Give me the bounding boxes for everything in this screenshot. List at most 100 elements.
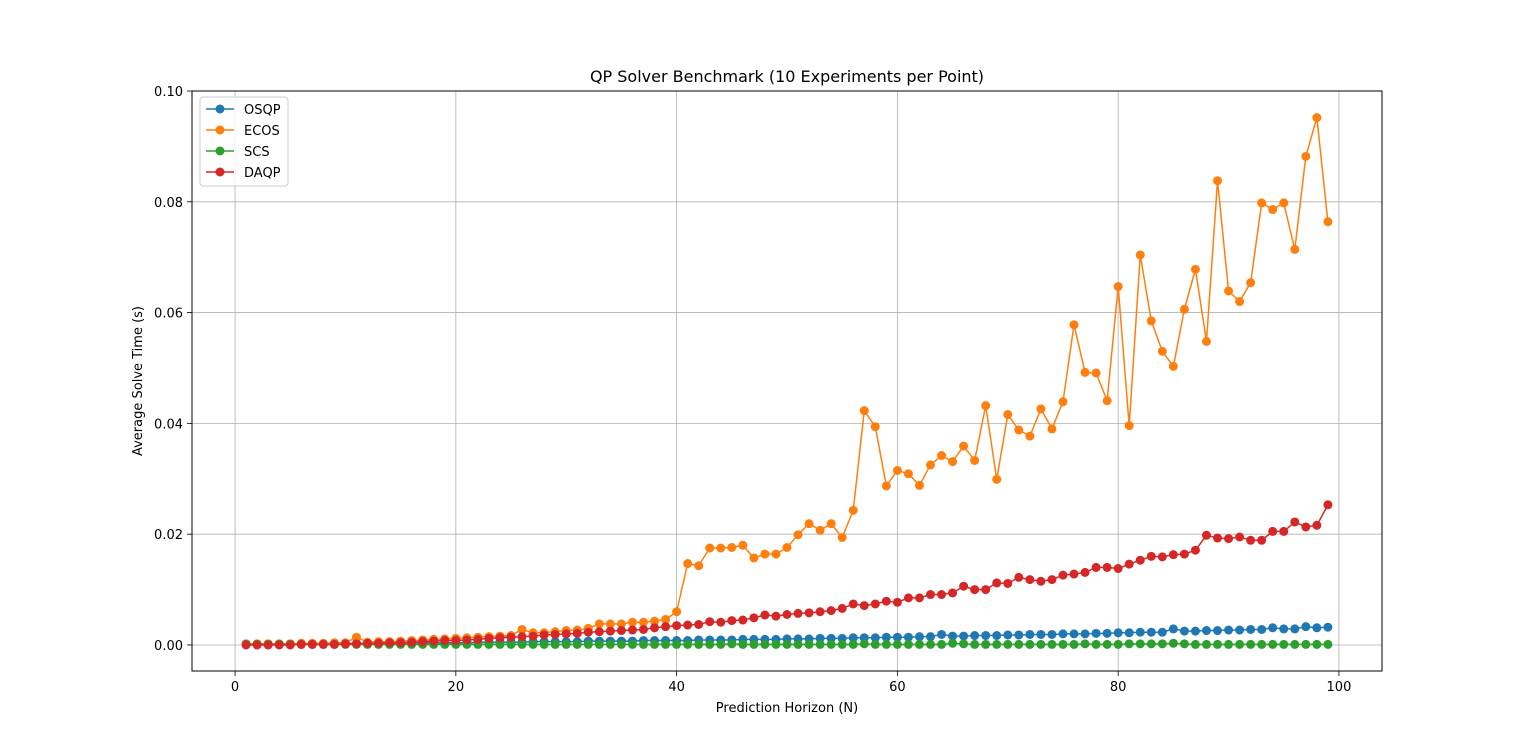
data-point-scs [1091, 639, 1101, 649]
data-point-scs [1312, 639, 1322, 649]
data-point-osqp [848, 633, 858, 643]
data-point-daqp [363, 638, 373, 648]
data-point-scs [650, 639, 660, 649]
data-point-ecos [948, 457, 958, 467]
data-point-scs [638, 639, 648, 649]
data-point-scs [528, 639, 538, 649]
data-point-scs [1025, 639, 1035, 649]
data-point-daqp [1301, 522, 1311, 532]
data-point-daqp [1047, 575, 1057, 585]
data-point-scs [672, 639, 682, 649]
data-point-ecos [793, 530, 803, 540]
data-point-scs [738, 639, 748, 649]
data-point-daqp [605, 626, 615, 636]
data-point-ecos [638, 617, 648, 627]
data-point-scs [981, 639, 991, 649]
data-point-ecos [782, 542, 792, 552]
data-point-osqp [1268, 623, 1278, 633]
data-point-daqp [1323, 500, 1333, 510]
data-point-ecos [903, 469, 913, 479]
legend-marker-daqp [215, 167, 225, 177]
data-point-daqp [252, 640, 262, 650]
data-point-daqp [1025, 575, 1035, 585]
legend-label-ecos: ECOS [244, 124, 280, 139]
data-point-ecos [859, 406, 869, 416]
data-point-daqp [672, 621, 682, 631]
data-point-daqp [1069, 569, 1079, 579]
data-point-daqp [1124, 559, 1134, 569]
data-point-daqp [462, 635, 472, 645]
data-point-scs [1201, 639, 1211, 649]
data-point-daqp [495, 633, 505, 643]
data-point-daqp [274, 640, 284, 650]
data-point-scs [550, 639, 560, 649]
data-point-scs [583, 639, 593, 649]
data-point-osqp [1257, 624, 1267, 634]
data-point-ecos [1113, 282, 1123, 292]
data-point-daqp [782, 610, 792, 619]
data-point-osqp [881, 632, 891, 642]
legend-marker-ecos [215, 125, 225, 135]
x-axis-title: Prediction Horizon (N) [716, 701, 858, 716]
data-point-osqp [1179, 626, 1189, 636]
data-point-ecos [1312, 113, 1322, 123]
data-point-daqp [981, 585, 991, 595]
data-point-osqp [959, 631, 969, 641]
data-point-daqp [804, 608, 814, 618]
data-point-daqp [881, 596, 891, 606]
data-point-scs [926, 639, 936, 649]
data-point-osqp [892, 632, 902, 642]
data-point-ecos [1003, 410, 1013, 420]
data-point-ecos [1058, 397, 1068, 407]
data-point-daqp [716, 617, 726, 627]
data-point-osqp [1014, 630, 1024, 640]
data-point-scs [594, 639, 604, 649]
data-point-ecos [1279, 198, 1289, 208]
data-point-ecos [837, 532, 847, 542]
legend-box [199, 96, 289, 187]
data-point-scs [495, 639, 505, 649]
data-point-daqp [539, 630, 549, 640]
data-point-daqp [561, 629, 571, 639]
plot-series [241, 113, 1333, 650]
data-point-daqp [616, 626, 626, 636]
data-point-osqp [981, 631, 991, 641]
data-point-daqp [506, 632, 516, 642]
data-point-ecos [351, 632, 361, 642]
data-point-scs [970, 639, 980, 649]
x-axis-ticks: 0 20 40 60 80 100 [231, 671, 1351, 695]
data-point-daqp [340, 639, 350, 649]
data-point-osqp [1003, 630, 1013, 640]
data-point-ecos [749, 553, 759, 563]
data-point-ecos [1135, 250, 1145, 260]
data-point-osqp [1080, 629, 1090, 639]
data-point-ecos [881, 481, 891, 491]
data-point-scs [870, 639, 880, 649]
data-point-daqp [705, 617, 715, 627]
data-point-daqp [959, 581, 969, 591]
data-point-ecos [1102, 396, 1112, 406]
data-point-scs [782, 639, 792, 649]
data-point-osqp [1135, 627, 1145, 637]
data-point-daqp [859, 601, 869, 611]
data-point-scs [539, 639, 549, 649]
data-point-daqp [473, 634, 483, 644]
data-point-daqp [1135, 555, 1145, 565]
legend: OSQP ECOS SCS DAQP [199, 96, 289, 187]
data-point-osqp [992, 631, 1002, 641]
data-point-ecos [1036, 404, 1046, 414]
data-point-daqp [440, 636, 450, 646]
data-point-ecos [870, 422, 880, 432]
data-point-osqp [1190, 626, 1200, 636]
data-point-daqp [749, 613, 759, 623]
data-point-daqp [683, 620, 693, 630]
data-point-ecos [1246, 278, 1256, 288]
data-point-scs [1190, 639, 1200, 649]
plot-area-frame [191, 90, 1383, 672]
data-point-daqp [385, 638, 395, 648]
data-point-scs [859, 639, 869, 649]
data-point-ecos [970, 455, 980, 465]
legend-marker-osqp [215, 104, 225, 114]
data-point-daqp [484, 633, 494, 643]
data-point-scs [1036, 639, 1046, 649]
